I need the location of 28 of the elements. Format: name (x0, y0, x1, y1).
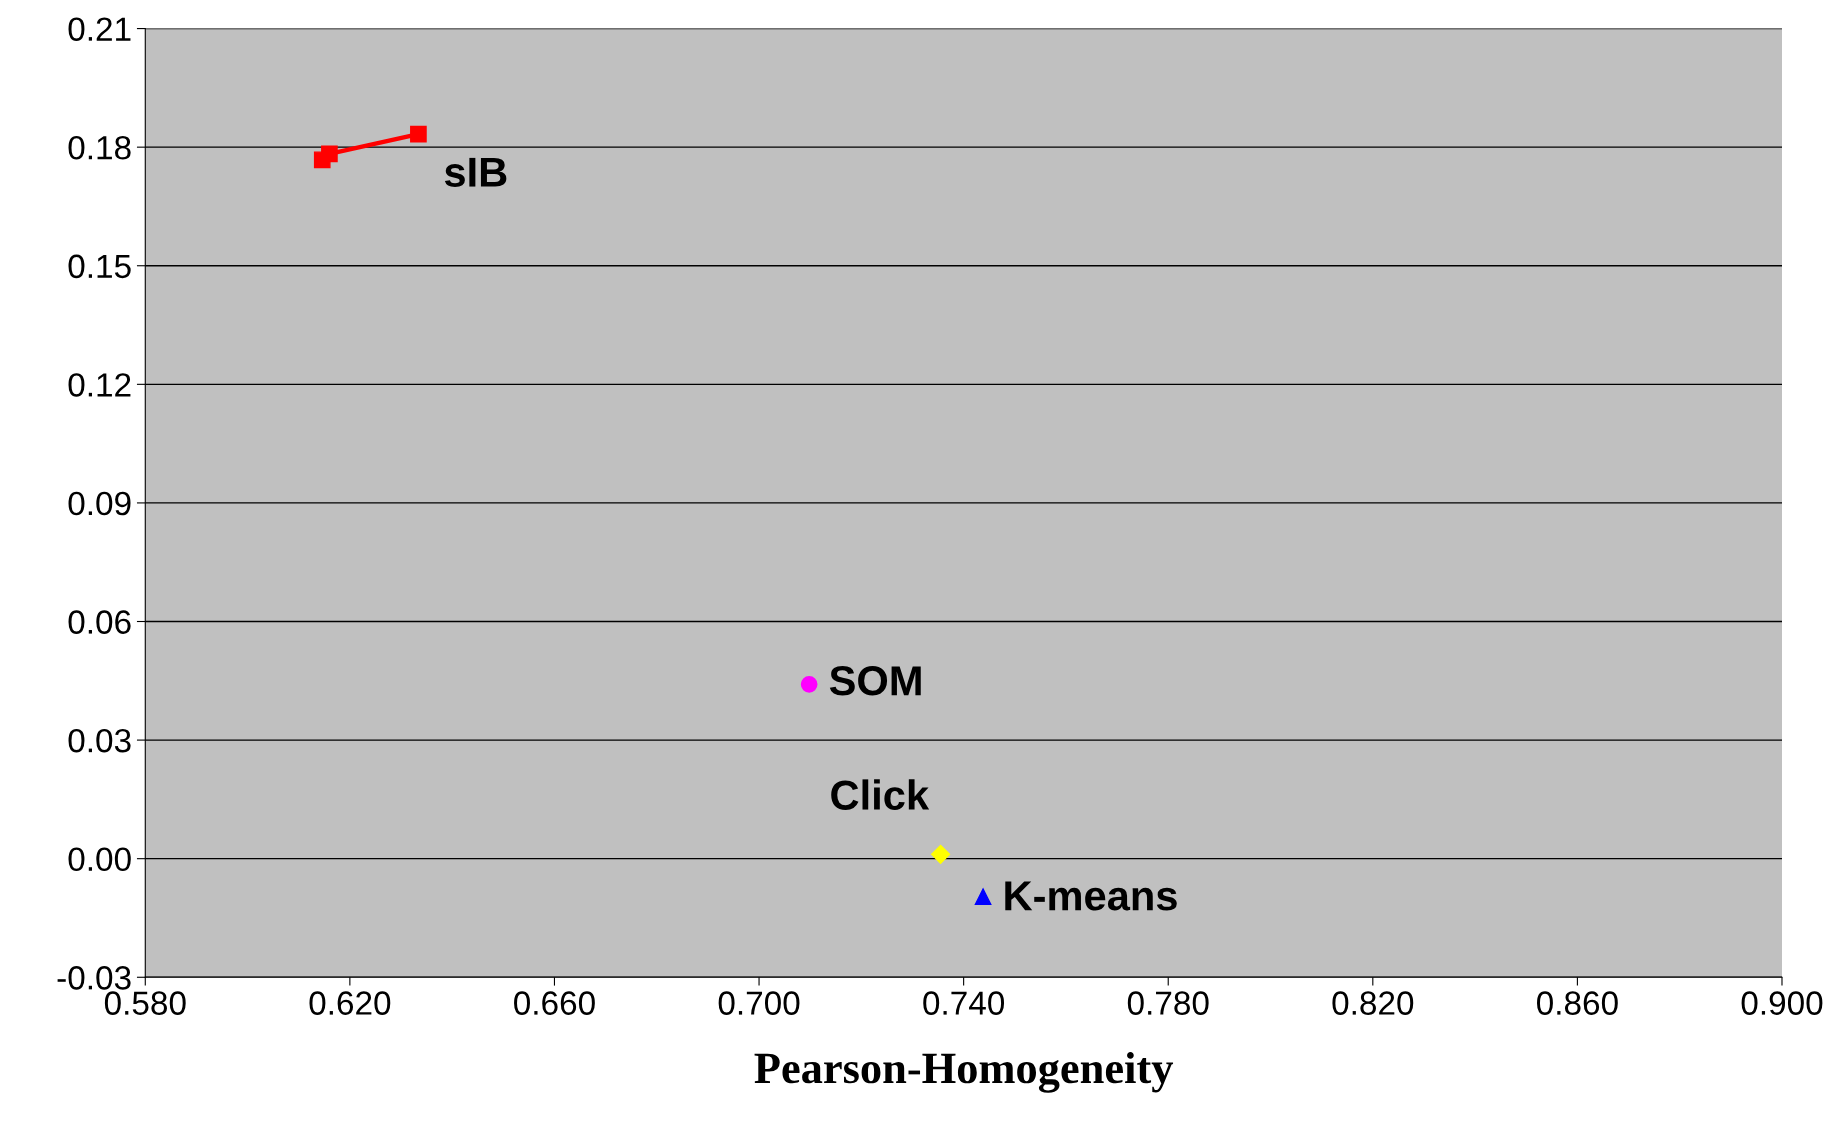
y-tick-label: -0.03 (57, 966, 131, 990)
y-tick-label: 0.06 (68, 610, 131, 634)
y-tick-label: 0.21 (68, 17, 131, 41)
point (321, 145, 338, 163)
y-tick-label: 0.00 (68, 847, 131, 872)
x-tick-label: 0.620 (309, 991, 391, 1015)
x-tick-label: 0.580 (104, 991, 186, 1015)
x-tick-label: 0.780 (1127, 991, 1209, 1015)
x-tick-label: 0.820 (1332, 991, 1414, 1015)
x-tick-label: 0.660 (514, 991, 595, 1015)
x-tick-label: 0.900 (1741, 991, 1823, 1015)
y-tick-label: 0.12 (68, 373, 131, 397)
point (800, 676, 818, 693)
series-label: SOM (829, 666, 921, 696)
series-label: K-means (1005, 881, 1177, 911)
y-tick-label: 0.03 (68, 728, 131, 753)
series-label: sIB (444, 157, 507, 187)
y-tick-label: 0.09 (68, 491, 131, 516)
point (931, 844, 951, 864)
y-tick-label: 0.18 (68, 135, 131, 160)
x-tick-label: 0.740 (923, 991, 1005, 1015)
y-tick-label: 0.15 (68, 254, 131, 279)
x-tick-label: 0.700 (718, 991, 800, 1015)
x-tick-label: 0.860 (1537, 991, 1618, 1015)
x-axis-title: Pearson-Homogeneity (754, 1052, 1174, 1093)
series-label: Click (831, 779, 930, 810)
point (410, 125, 427, 143)
point (974, 888, 992, 905)
